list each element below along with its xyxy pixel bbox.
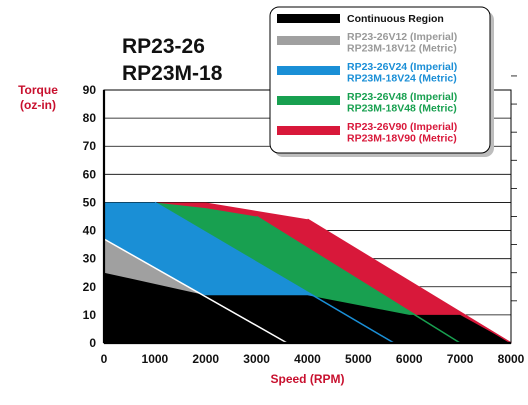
legend-label-v24: RP23-26V24 (Imperial) [347,61,457,73]
x-axis-label: Speed (RPM) [270,372,344,386]
y-tick-label: 20 [83,280,97,294]
legend-label-v12: RP23M-18V12 (Metric) [347,43,457,55]
y-tick-label: 90 [83,83,97,97]
y-tick-label: 70 [83,139,97,153]
line-v12 [103,238,288,344]
y-axis-label: (oz-in) [20,98,56,112]
legend-label-v12: RP23-26V12 (Imperial) [347,31,457,43]
x-tick-label: 6000 [396,352,423,366]
x-tick-label: 2000 [192,352,219,366]
x-tick-label: 3000 [243,352,270,366]
x-tick-label: 1000 [142,352,169,366]
chart-title-line: RP23-26 [122,35,205,58]
line-v48 [256,215,461,344]
line-v24 [154,201,395,344]
chart-title-line: RP23M-18 [122,62,223,85]
y-tick-label: 80 [83,111,97,125]
legend-swatch-v24 [277,66,340,75]
legend-label-v24: RP23M-18V24 (Metric) [347,73,457,85]
line-v90 [307,218,512,344]
legend-label-v48: RP23M-18V48 (Metric) [347,103,457,115]
y-tick-label: 40 [83,224,97,238]
axes [102,90,511,345]
y-tick-label: 10 [83,308,97,322]
area-continuous [104,272,511,343]
legend-label-continuous: Continuous Region [347,13,444,25]
titles: RP23-26 RP23M-18 Speed (RPM) Torque(oz-in) [18,35,344,386]
curve-extension-lines [103,201,512,344]
legend-swatch-v90 [277,126,340,135]
legend-label-v90: RP23-26V90 (Imperial) [347,121,457,133]
x-tick-label: 0 [101,352,108,366]
legend-label-v48: RP23-26V48 (Imperial) [347,91,457,103]
x-tick-label: 8000 [498,352,525,366]
y-tick-label: 30 [83,252,97,266]
legend-swatch-v12 [277,36,340,45]
tick-labels: 0 10 20 30 40 50 60 70 80 90 0 1000 2000 3000 4000 5000… [83,83,525,366]
x-tick-label: 7000 [447,352,474,366]
x-tick-label: 4000 [294,352,321,366]
x-tick-label: 5000 [345,352,372,366]
y-tick-label: 0 [89,336,96,350]
legend-swatch-continuous [277,14,340,23]
legend-swatch-v48 [277,96,340,105]
legend-label-v90: RP23M-18V90 (Metric) [347,133,457,145]
y-axis-label: Torque [18,83,58,97]
y-tick-label: 50 [83,195,97,209]
y-tick-label: 60 [83,167,97,181]
